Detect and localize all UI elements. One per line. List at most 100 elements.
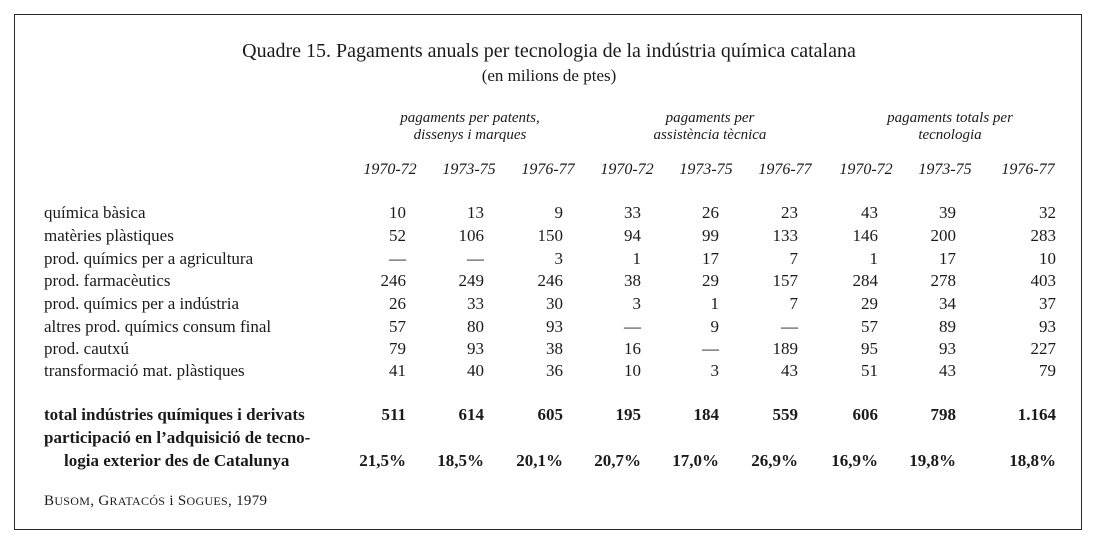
table-cell: 9 [710,317,720,336]
period-header: 1976-77 [521,161,575,178]
table-subtitle: (en milions de ptes) [481,66,617,85]
table-cell: 3 [632,294,642,313]
table-cell: 37 [1039,294,1056,313]
table-cell: 17,0% [672,451,719,470]
period-header: 1973-75 [679,161,733,178]
table-cell: 52 [389,226,406,245]
table-cell: 51 [861,361,878,380]
table-cell: 189 [772,339,799,358]
table-cell: 278 [930,271,957,290]
table-cell: 559 [772,405,799,424]
table-cell: 606 [852,405,879,424]
table-cell: 798 [930,405,957,424]
row-label: prod. químics per a agricultura [44,249,254,268]
table-cell: 93 [1039,317,1056,336]
table-cell: 26,9% [751,451,798,470]
table-cell: 16,9% [831,451,878,470]
table-cell: 40 [467,361,484,380]
table-cell: 89 [939,317,956,336]
table-frame [14,14,1082,530]
table-cell: 93 [546,317,563,336]
table-cell: 106 [458,226,485,245]
row-label: prod. químics per a indústria [44,294,239,313]
table-cell: 13 [467,203,484,222]
table-cell: 33 [467,294,484,313]
group-header-line: pagaments per [665,110,755,126]
table-cell: 246 [380,271,407,290]
table-cell: 184 [693,405,720,424]
row-label: altres prod. químics consum final [44,317,272,336]
table-cell: 7 [789,294,799,313]
group-header-line: pagaments totals per [887,110,1013,126]
period-header: 1973-75 [442,161,496,178]
group-header-totals: pagaments totals per tecnologia [840,110,1060,144]
row-label: logia exterior des de Catalunya [64,451,290,470]
period-header: 1970-72 [600,161,654,178]
table-cell: 1 [869,249,879,268]
table-cell: 93 [467,339,484,358]
row-label: total indústries químiques i derivats [44,405,305,424]
table-cell: 614 [458,405,485,424]
period-header: 1976-77 [1001,161,1055,178]
table-cell: 30 [546,294,563,313]
row-label: prod. farmacèutics [44,271,171,290]
table-cell: 38 [624,271,641,290]
group-header-assistance: pagaments per assistència tècnica [600,110,820,144]
table-cell: 17 [939,249,956,268]
table-cell: 29 [861,294,878,313]
table-cell: 57 [861,317,878,336]
table-cell: 95 [861,339,878,358]
source-note: BUSOM, GRATACÓS i SOGUES, 1979 [44,493,268,509]
table-cell: 133 [772,226,799,245]
table-cell: 249 [458,271,485,290]
group-header-line: assistència tècnica [653,127,767,143]
table-cell: 38 [546,339,563,358]
row-label: matèries plàstiques [44,226,174,245]
table-cell: 43 [861,203,878,222]
group-header-line: tecnologia [918,127,982,143]
table-cell: 17 [702,249,719,268]
row-label: prod. cautxú [44,339,129,358]
table-cell: 26 [702,203,719,222]
table-cell: 79 [389,339,406,358]
table-cell: 79 [1039,361,1056,380]
row-label: transformació mat. plàstiques [44,361,245,380]
table-cell: 195 [615,405,642,424]
table-cell: 284 [852,271,879,290]
table-cell: 283 [1030,226,1057,245]
table-cell: 1 [710,294,720,313]
table-cell: — [702,339,719,358]
row-label: química bàsica [44,203,146,222]
table-cell: 246 [537,271,564,290]
table-cell: 1.164 [1017,405,1056,424]
table-cell: 200 [930,226,957,245]
table-cell: — [389,249,406,268]
table-cell: 33 [624,203,641,222]
table-cell: 29 [702,271,719,290]
table-cell: 36 [546,361,563,380]
table-cell: — [467,249,484,268]
table-cell: 7 [789,249,799,268]
table-cell: 80 [467,317,484,336]
table-cell: 32 [1039,203,1056,222]
table-cell: 43 [781,361,798,380]
table-cell: 20,7% [594,451,641,470]
table-cell: 99 [702,226,719,245]
table-cell: 41 [389,361,406,380]
table-cell: 26 [389,294,406,313]
table-cell: 3 [710,361,720,380]
table-cell: 18,8% [1009,451,1056,470]
table-cell: 94 [624,226,641,245]
table-cell: 93 [939,339,956,358]
table-cell: — [624,317,641,336]
table-cell: 10 [624,361,641,380]
table-cell: 9 [554,203,564,222]
table-cell: 57 [389,317,406,336]
table-cell: 21,5% [359,451,406,470]
period-header: 1973-75 [918,161,972,178]
table-cell: 20,1% [516,451,563,470]
period-header: 1970-72 [839,161,893,178]
table-cell: 605 [537,405,564,424]
table-cell: 10 [389,203,406,222]
table-cell: 3 [554,249,564,268]
